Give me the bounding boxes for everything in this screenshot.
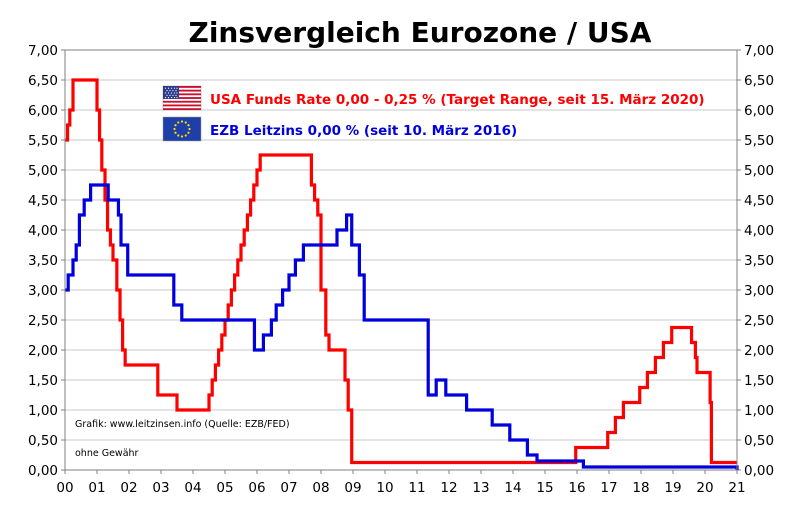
x-tick-label: 07 — [280, 480, 297, 496]
source-note: Grafik: www.leitzinsen.info (Quelle: EZB… — [75, 419, 290, 430]
us-flag-icon — [162, 85, 202, 111]
x-tick-label: 13 — [472, 480, 489, 496]
x-tick-label: 17 — [600, 480, 617, 496]
x-tick-label: 01 — [88, 480, 105, 496]
y-tick-label-right: 5,00 — [744, 163, 774, 179]
x-tick-label: 18 — [632, 480, 649, 496]
y-tick-label-right: 3,50 — [744, 253, 774, 269]
x-axis: 00 01 02 03 04 05 06 07 08 09 10 11 12 13 14 15 16 17 18 19… — [56, 470, 746, 496]
y-tick-label-left: 5,00 — [28, 163, 58, 179]
x-tick-label: 04 — [184, 480, 201, 496]
series-layer — [65, 78, 739, 470]
x-tick-label: 05 — [216, 480, 233, 496]
x-tick-label: 09 — [344, 480, 361, 496]
y-tick-label-left: 3,50 — [28, 253, 58, 269]
y-tick-label-right: 6,00 — [744, 103, 774, 119]
y-tick-label-right: 4,50 — [744, 193, 774, 209]
chart-title: Zinsvergleich Eurozone / USA — [189, 16, 652, 49]
disclaimer-note: ohne Gewähr — [75, 448, 139, 459]
legend-label-usa: USA Funds Rate 0,00 - 0,25 % (Target Ran… — [210, 92, 705, 108]
y-tick-label-left: 0,50 — [28, 433, 58, 449]
y-tick-label-left: 7,00 — [28, 43, 58, 59]
legend: USA Funds Rate 0,00 - 0,25 % (Target Ran… — [162, 85, 705, 142]
y-tick-label-right: 6,50 — [744, 73, 774, 89]
y-tick-label-left: 3,00 — [28, 283, 58, 299]
x-tick-label: 02 — [120, 480, 137, 496]
y-tick-label-left: 1,50 — [28, 373, 58, 389]
x-tick-label: 21 — [728, 480, 745, 496]
x-tick-label: 19 — [664, 480, 681, 496]
series-line-ezb — [65, 183, 739, 470]
y-axis-right: 0,00 0,50 1,00 1,50 2,00 2,50 3,00 3,50 4,00 4,50… — [737, 43, 774, 479]
y-tick-label-right: 3,00 — [744, 283, 774, 299]
y-tick-label-left: 2,50 — [28, 313, 58, 329]
y-tick-label-left: 6,50 — [28, 73, 58, 89]
x-tick-label: 10 — [376, 480, 393, 496]
x-tick-label: 12 — [440, 480, 457, 496]
y-tick-label-left: 4,50 — [28, 193, 58, 209]
x-tick-label: 14 — [504, 480, 521, 496]
series-line-usa — [65, 78, 737, 465]
y-axis-left: 0,00 0,50 1,00 1,50 2,00 2,50 3,00 3,50 4,00 4,50… — [28, 43, 65, 479]
x-tick-label: 15 — [536, 480, 553, 496]
x-tick-label: 08 — [312, 480, 329, 496]
eu-flag-icon — [162, 116, 202, 142]
y-tick-label-right: 0,50 — [744, 433, 774, 449]
x-tick-label: 11 — [408, 480, 425, 496]
y-tick-label-right: 2,00 — [744, 343, 774, 359]
y-tick-label-right: 4,00 — [744, 223, 774, 239]
x-tick-label: 03 — [152, 480, 169, 496]
y-tick-label-right: 7,00 — [744, 43, 774, 59]
plot-frame — [64, 49, 738, 471]
y-tick-label-right: 5,50 — [744, 133, 774, 149]
y-tick-label-left: 1,00 — [28, 403, 58, 419]
y-tick-label-right: 1,50 — [744, 373, 774, 389]
x-tick-label: 20 — [696, 480, 713, 496]
x-tick-label: 00 — [56, 480, 73, 496]
y-tick-label-left: 4,00 — [28, 223, 58, 239]
y-tick-label-right: 1,00 — [744, 403, 774, 419]
x-tick-label: 06 — [248, 480, 265, 496]
y-tick-label-right: 0,00 — [744, 463, 774, 479]
x-tick-label: 16 — [568, 480, 585, 496]
legend-label-ezb: EZB Leitzins 0,00 % (seit 10. März 2016) — [210, 123, 517, 139]
gridlines — [65, 49, 737, 471]
y-tick-label-left: 6,00 — [28, 103, 58, 119]
y-tick-label-right: 2,50 — [744, 313, 774, 329]
y-tick-label-left: 5,50 — [28, 133, 58, 149]
y-tick-label-left: 2,00 — [28, 343, 58, 359]
y-tick-label-left: 0,00 — [28, 463, 58, 479]
